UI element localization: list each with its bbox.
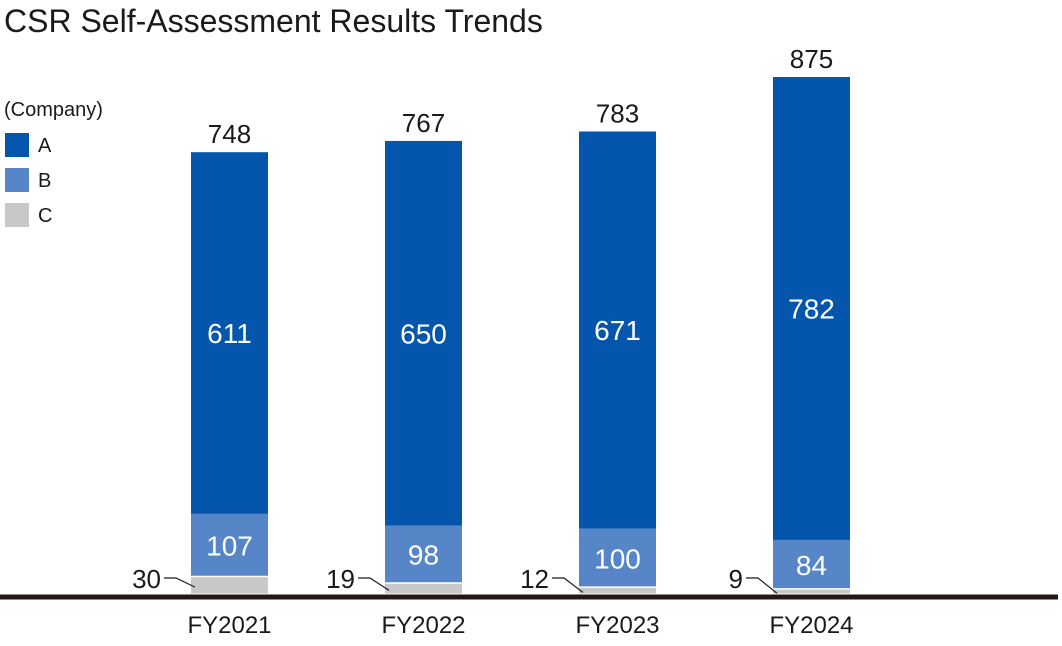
- value-label-a-fy2021: 611: [207, 318, 252, 349]
- value-labels: 107 611 98 650 100 671 84 782: [206, 293, 835, 580]
- value-label-c-fy2024: 9: [729, 564, 743, 594]
- value-label-c-fy2023: 12: [520, 564, 549, 594]
- value-label-a-fy2022: 650: [400, 318, 447, 349]
- total-labels: 748 767 783 875: [208, 44, 833, 149]
- callout-line-c-fy2024: [746, 577, 778, 594]
- legend-label-c: C: [38, 205, 52, 227]
- value-label-a-fy2024: 782: [788, 293, 835, 324]
- bar-c-fy2024: [773, 589, 850, 594]
- x-tick-label-fy2024: FY2024: [769, 612, 853, 639]
- bar-a-fy2023: [579, 131, 656, 529]
- callouts: 30 19 12 9: [132, 564, 778, 594]
- value-label-c-fy2022: 19: [326, 564, 355, 594]
- x-tick-label-fy2021: FY2021: [187, 612, 271, 639]
- bar-b-fy2024: [773, 539, 850, 589]
- bar-b-fy2022: [385, 525, 462, 583]
- value-label-a-fy2023: 671: [594, 315, 641, 346]
- bar-c-fy2022: [385, 583, 462, 594]
- callout-line-c-fy2021: [164, 577, 196, 588]
- callout-line-c-fy2023: [552, 577, 584, 593]
- bar-a-fy2022: [385, 140, 462, 526]
- legend: (Company) ABC: [4, 99, 103, 227]
- total-label-fy2021: 748: [208, 119, 251, 149]
- x-tick-labels: FY2021 FY2022 FY2023 FY2024: [187, 612, 853, 639]
- bar-c-fy2023: [579, 587, 656, 594]
- legend-label-b: B: [38, 170, 51, 192]
- bar-b-fy2021: [191, 513, 268, 576]
- bar-a-fy2021: [191, 152, 268, 514]
- bars: [191, 77, 850, 594]
- value-label-c-fy2021: 30: [132, 564, 161, 594]
- legend-swatch-c: [5, 203, 29, 227]
- legend-swatch-a: [5, 133, 29, 157]
- legend-entries: ABC: [5, 133, 52, 227]
- total-label-fy2022: 767: [402, 108, 445, 138]
- bar-a-fy2024: [773, 77, 850, 540]
- bar-c-fy2021: [191, 577, 268, 594]
- total-label-fy2023: 783: [596, 98, 639, 128]
- x-tick-label-fy2023: FY2023: [575, 612, 659, 639]
- total-label-fy2024: 875: [790, 44, 833, 74]
- value-label-b-fy2022: 98: [408, 540, 439, 571]
- legend-title: (Company): [4, 99, 103, 121]
- value-label-b-fy2024: 84: [796, 550, 827, 581]
- bar-b-fy2023: [579, 528, 656, 587]
- value-label-b-fy2023: 100: [594, 543, 641, 574]
- callout-line-c-fy2022: [358, 577, 390, 591]
- value-label-b-fy2021: 107: [206, 531, 253, 562]
- legend-swatch-b: [5, 168, 29, 192]
- chart-title: CSR Self-Assessment Results Trends: [4, 3, 543, 39]
- legend-label-a: A: [38, 135, 52, 157]
- x-tick-label-fy2022: FY2022: [381, 612, 465, 639]
